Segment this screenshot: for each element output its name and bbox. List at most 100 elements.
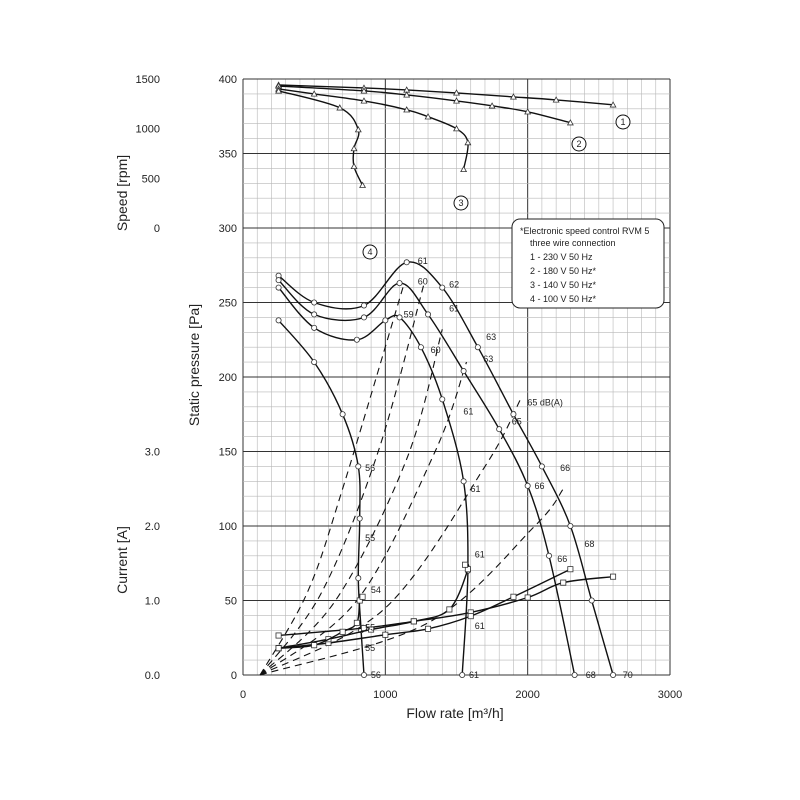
speed-axis-title: Speed [rpm] [114, 155, 130, 231]
x-tick-label: 2000 [515, 689, 539, 701]
current-curve-2 [278, 568, 571, 649]
current-point [311, 642, 318, 649]
sound-level-label: 54 [371, 585, 381, 595]
sound-level-label: 66 [557, 554, 567, 564]
sound-level-label: 65 [512, 417, 522, 427]
legend-title-line2: three wire connection [530, 238, 616, 248]
pressure-point [524, 482, 531, 489]
pressure-point [360, 302, 367, 309]
speed-point [403, 106, 411, 113]
pressure-tick-label: 50 [225, 596, 237, 608]
pressure-tick-label: 400 [219, 74, 237, 86]
pressure-point [275, 284, 282, 291]
axis-ticks: 0 1000 2000 3000501001502002503003504000150… [136, 74, 683, 701]
x-tick-label: 3000 [658, 689, 682, 701]
current-tick-label: 2.0 [145, 521, 160, 533]
speed-point [424, 113, 432, 120]
speed-tick-label: 500 [142, 173, 160, 185]
pressure-point [474, 344, 481, 351]
speed-point [360, 87, 368, 94]
pressure-point [396, 314, 403, 321]
sound-level-label: 61 [475, 549, 485, 559]
sound-level-label: 61 [469, 670, 479, 680]
speed-point [350, 144, 358, 152]
pressure-point [355, 575, 362, 582]
pressure-curve-4 [278, 319, 365, 676]
x-tick-label: 1000 [373, 689, 397, 701]
speed-point [354, 126, 362, 133]
pressure-point [439, 396, 446, 403]
speed-curve-4 [278, 90, 364, 186]
speed-point [453, 125, 460, 132]
current-point [275, 632, 282, 639]
iso-sound-lines [259, 284, 564, 676]
svg-text:2: 2 [576, 139, 581, 149]
sound-level-label: 55 [365, 643, 375, 653]
legend-item-1: 1 - 230 V 50 Hz [530, 252, 593, 262]
speed-tick-label: 0 [154, 223, 160, 235]
sound-level-label: 56 [371, 670, 381, 680]
current-point [610, 573, 617, 580]
speed-point [350, 162, 358, 170]
speed-tick-label: 1000 [136, 124, 160, 136]
current-point [524, 594, 531, 601]
sound-level-label: 65 dB(A) [527, 397, 563, 407]
sound-level-label: 60 [431, 345, 441, 355]
pressure-point [460, 478, 467, 485]
svg-text:4: 4 [367, 247, 372, 257]
current-tick-label: 3.0 [145, 447, 160, 459]
speed-point [453, 89, 460, 96]
speed-point [403, 91, 411, 98]
legend-item-3: 3 - 140 V 50 Hz* [530, 280, 597, 290]
current-tick-label: 1.0 [145, 596, 160, 608]
pressure-point [571, 672, 578, 679]
sound-level-label: 61 [463, 406, 473, 416]
sound-level-label: 63 [486, 332, 496, 342]
x-axis-title: Flow rate [m³/h] [406, 705, 503, 721]
sound-level-label: 68 [586, 670, 596, 680]
pressure-point [546, 552, 553, 559]
pressure-point [311, 311, 318, 318]
pressure-point [496, 426, 503, 433]
pressure-point [311, 324, 318, 331]
pressure-point [567, 523, 574, 530]
speed-curve-3 [278, 88, 469, 170]
speed-curve-number-1: 1 [615, 114, 631, 130]
pressure-point [353, 336, 360, 343]
current-point [382, 631, 389, 638]
pressure-tick-label-zero: 0 [231, 670, 237, 682]
current-point [368, 626, 375, 633]
current-point [567, 566, 574, 573]
pressure-tick-label: 100 [219, 521, 237, 533]
iso-sound-line-63 [259, 488, 564, 676]
sound-level-label: 61 [470, 484, 480, 494]
sound-level-label: 55 [365, 533, 375, 543]
speed-tick-label: 1500 [136, 74, 160, 86]
pressure-point [339, 411, 346, 418]
speed-point [359, 181, 367, 188]
sound-level-label: 68 [584, 539, 594, 549]
speed-point [460, 165, 468, 173]
sound-level-label: 66 [535, 481, 545, 491]
pressure-point [403, 259, 410, 266]
pressure-point [360, 672, 367, 679]
sound-level-label: 56 [365, 463, 375, 473]
current-point [339, 628, 346, 635]
pressure-tick-label: 150 [219, 447, 237, 459]
speed-point [360, 97, 368, 104]
speed-point [566, 119, 574, 126]
performance-curves [275, 81, 617, 679]
current-point [446, 606, 453, 613]
legend-box: *Electronic speed control RVM 5 three wi… [511, 218, 665, 309]
svg-text:3: 3 [458, 198, 463, 208]
speed-curve-number-2: 2 [571, 136, 587, 152]
pressure-point [459, 672, 466, 679]
sound-level-label: 62 [449, 280, 459, 290]
speed-point [488, 102, 496, 109]
legend-item-4: 4 - 100 V 50 Hz* [530, 294, 597, 304]
pressure-point [311, 359, 318, 366]
current-tick-label: 0.0 [145, 670, 160, 682]
sound-level-label: 60 [418, 277, 428, 287]
current-point [275, 645, 282, 652]
